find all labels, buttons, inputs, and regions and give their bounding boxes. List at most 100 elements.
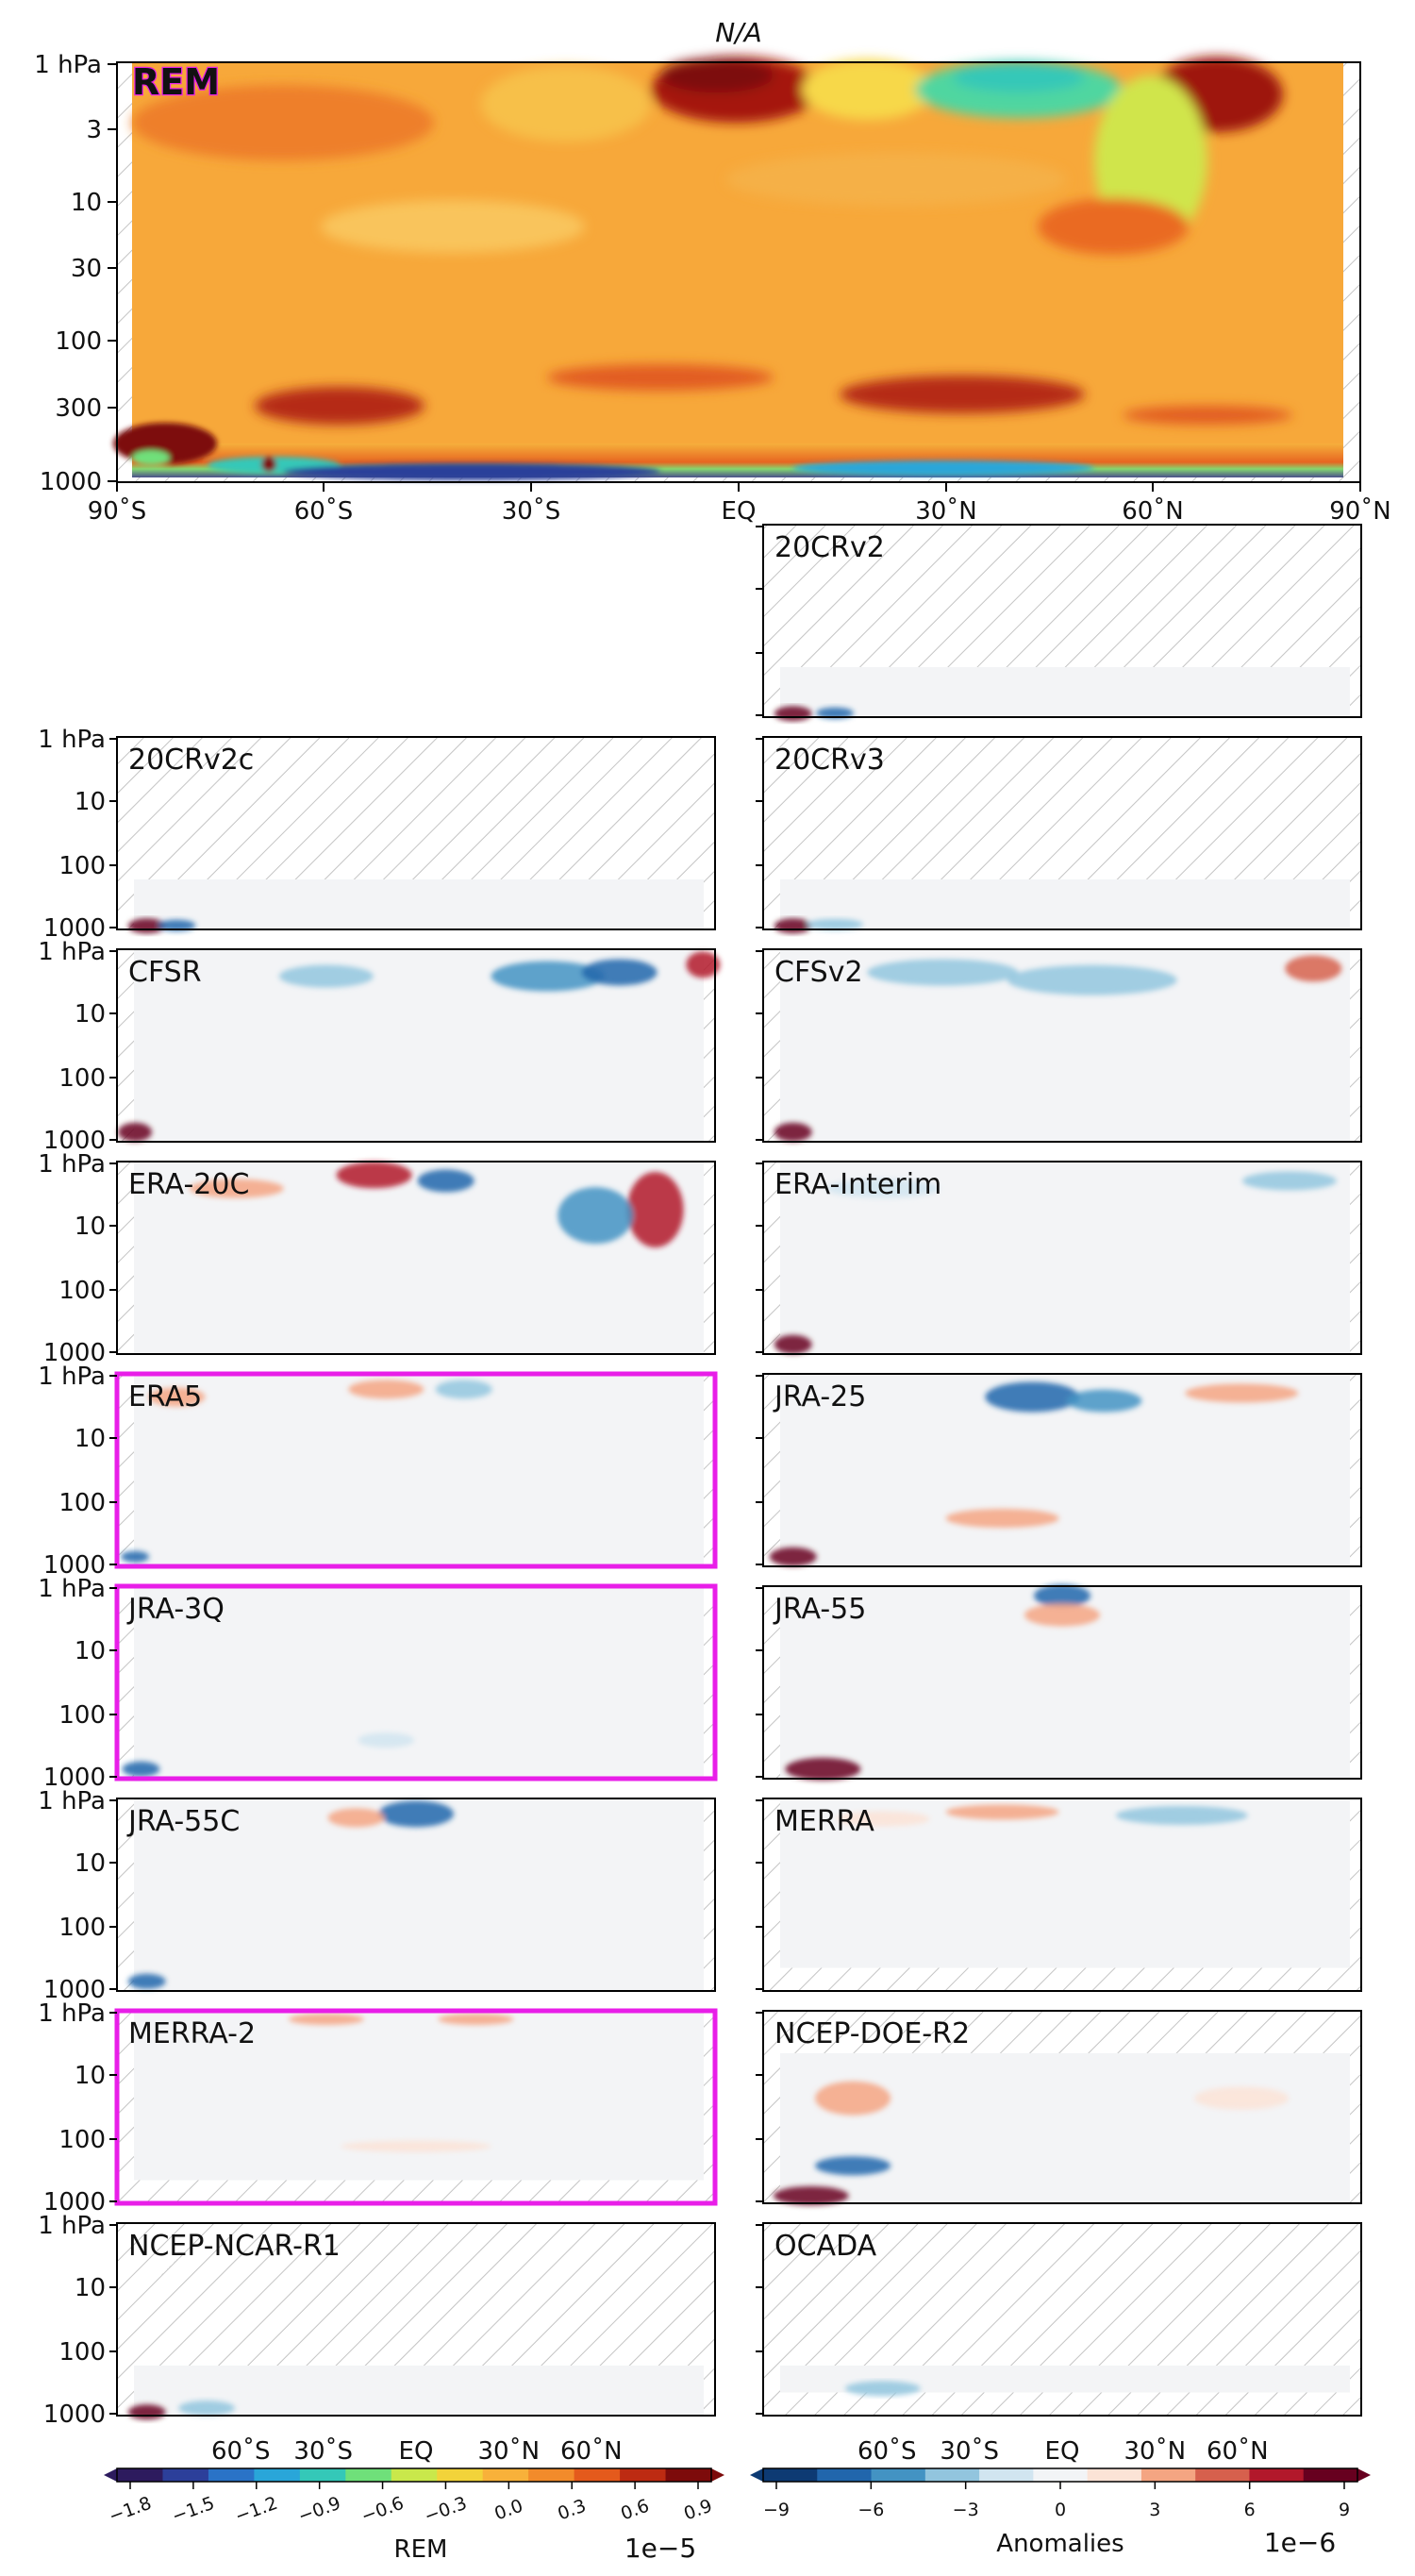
panel-x-tick-label: 60˚S — [857, 2437, 917, 2466]
colorbar-swatch — [208, 2468, 255, 2482]
panel-label: NCEP-DOE-R2 — [774, 2017, 970, 2050]
anomaly-blob — [491, 961, 605, 992]
panel-x-tick-label: EQ — [1045, 2437, 1080, 2466]
colorbar-swatch — [437, 2468, 484, 2482]
panel-x-tick-label: 60˚N — [560, 2437, 623, 2466]
colorbar-swatch — [871, 2468, 926, 2482]
colorbar-right-ticks: −9 −6 −3 0 3 6 9 — [763, 2482, 1350, 2520]
colorbar-tick-label: 0 — [1055, 2500, 1066, 2520]
panel-label: ERA-Interim — [774, 1168, 941, 1201]
colorbar-right-bar — [750, 2467, 1371, 2483]
panel-highlight-frame — [114, 2008, 718, 2206]
panel-frame — [762, 2222, 1362, 2417]
panel-y-tick-label: 10 — [75, 1425, 106, 1453]
panel-label: CFSv2 — [774, 956, 863, 989]
panel-label: OCADA — [774, 2230, 877, 2263]
main-x-tick-label: EQ — [722, 497, 757, 526]
panel-label: JRA-25 — [773, 1380, 866, 1413]
panel-x-tick-label: 30˚S — [293, 2437, 353, 2466]
colorbar-swatch — [1195, 2468, 1250, 2482]
colorbar-tick-label: −0.3 — [422, 2493, 470, 2527]
anomaly-blob — [148, 1387, 206, 1407]
colorbar-swatch — [299, 2468, 346, 2482]
panel-frame — [116, 1161, 716, 1355]
colorbar-tick-label: −1.5 — [169, 2493, 217, 2527]
panel-y-tick-label: 1000 — [43, 1976, 106, 2004]
panel-anomalies — [288, 2013, 514, 2152]
panel-field — [134, 1374, 704, 1566]
main-field — [113, 57, 1343, 480]
panel-jra-25: JRA-25 — [756, 1373, 1362, 1567]
panel-20crv3: 20CRv3 — [756, 736, 1362, 934]
colorbar-swatch — [1140, 2468, 1196, 2482]
anomaly-blob — [844, 2381, 921, 2397]
panel-x-tick-label: 30˚N — [1124, 2437, 1186, 2466]
panel-ncep-ncar-r1: NCEP-NCAR-R1 1 hPa 10 100 1000 — [38, 2212, 716, 2429]
panel-y-tick-label: 1000 — [43, 1764, 106, 1792]
panel-y-tick-label: 100 — [58, 1489, 106, 1517]
anomaly-blob — [189, 1179, 284, 1198]
panel-frame — [762, 1373, 1362, 1567]
panel-y-tick-label: 1 hPa — [38, 1787, 106, 1815]
anomaly-blob — [558, 1187, 634, 1245]
anomaly-blob — [1007, 964, 1177, 995]
panel-anomalies — [769, 1381, 1299, 1566]
colorbar-swatch — [1303, 2468, 1358, 2482]
panel-y-tick-label: 100 — [58, 2126, 106, 2154]
panel-anomalies — [121, 1380, 492, 1563]
panel-y-tick-label: 1000 — [43, 2400, 106, 2429]
main-x-tick-label: 90˚S — [88, 497, 147, 526]
panel-y-tick-label: 10 — [75, 788, 106, 816]
colorbar-tick-label: −6 — [857, 2500, 884, 2520]
panel-ncep-doe-r2: NCEP-DOE-R2 — [756, 2010, 1362, 2206]
anomaly-blob — [438, 2013, 514, 2025]
anomaly-blob — [288, 2013, 364, 2025]
colorbar-swatch — [665, 2468, 712, 2482]
colorbar-swatch — [620, 2468, 667, 2482]
colorbar-right: −9 −6 −3 0 3 6 9 Anomalies 1e−6 — [750, 2467, 1371, 2558]
panel-y-tick-label: 10 — [75, 1637, 106, 1665]
panel-anomalies — [835, 1804, 1248, 1827]
panel-y-tick-label: 1 hPa — [38, 726, 106, 754]
panel-y-tick-label: 1 hPa — [38, 2212, 106, 2240]
panel-field — [780, 2052, 1350, 2203]
main-x-tick-label: 60˚N — [1122, 497, 1184, 526]
panel-jra-55c: JRA-55C 1 hPa 10 100 1000 — [38, 1787, 716, 2004]
panel-y-tick-label: 1000 — [43, 2188, 106, 2216]
panel-cfsv2: CFSv2 — [756, 948, 1362, 1143]
panel-x-tick-label: 60˚N — [1207, 2437, 1269, 2466]
panel-merra-2: MERRA-2 1 hPa 10 100 1000 — [38, 1999, 718, 2216]
anomaly-blob — [785, 1757, 861, 1781]
anomaly-blob — [867, 959, 1019, 986]
main-x-ticks: 90˚S 60˚S 30˚S EQ 30˚N 60˚N 90˚N — [88, 482, 1391, 526]
anomaly-blob — [1285, 955, 1342, 982]
panel-y-tick-label: 1000 — [43, 1339, 106, 1367]
colorbar-swatch — [1033, 2468, 1089, 2482]
colorbar-swatch — [574, 2468, 621, 2482]
panel-anomalies — [118, 951, 721, 1142]
panel-y-tick-label: 10 — [75, 1000, 106, 1029]
colorbar-left-exponent: 1e−5 — [624, 2533, 696, 2564]
panel-y-tick-label: 100 — [58, 2338, 106, 2367]
colorbar-swatch — [817, 2468, 873, 2482]
panel-label: JRA-55C — [126, 1805, 240, 1838]
panel-frame — [116, 736, 716, 930]
anomaly-panels: 20CRv2 20CRv2c 1 hPa 10 100 1000 20CRv3 CFSR 1 h… — [38, 524, 1362, 2466]
colorbar-tick-label: −9 — [763, 2500, 790, 2520]
colorbar-tick-label: 0.9 — [681, 2495, 715, 2524]
colorbar-swatch — [345, 2468, 392, 2482]
panel-anomalies — [127, 1800, 454, 1989]
anomaly-blob — [816, 707, 855, 719]
colorbar-extend-low — [750, 2468, 763, 2482]
colorbar-tick-label: −3 — [953, 2500, 979, 2520]
main-x-tick-label: 30˚N — [915, 497, 977, 526]
panel-20crv2c: 20CRv2c 1 hPa 10 100 1000 — [38, 726, 716, 943]
anomaly-blob — [773, 2186, 849, 2206]
panel-y-tick-label: 1000 — [43, 1127, 106, 1155]
panel-y-tick-label: 1 hPa — [38, 938, 106, 966]
panel-jra-3q: JRA-3Q 1 hPa 10 100 1000 — [38, 1575, 718, 1792]
anomaly-blob — [945, 1804, 1059, 1820]
panel-y-tick-label: 1 hPa — [38, 1575, 106, 1603]
anomaly-blob — [278, 964, 374, 988]
